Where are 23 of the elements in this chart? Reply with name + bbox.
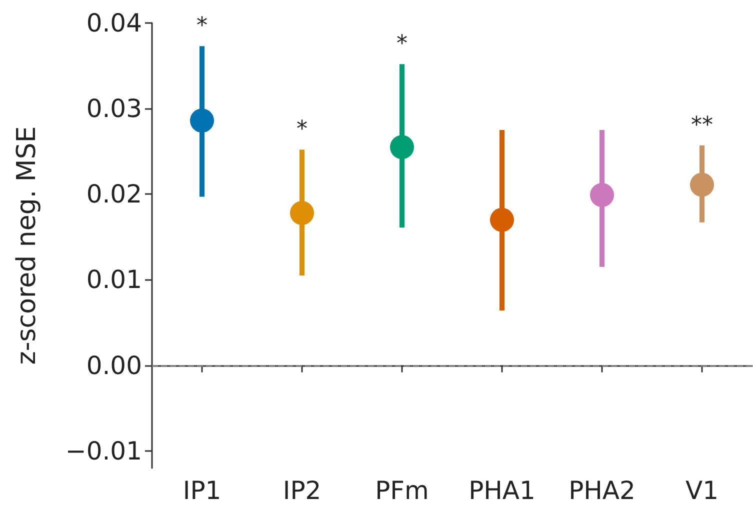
y-tick-label: 0.02	[86, 180, 142, 209]
point	[290, 200, 314, 225]
point	[690, 172, 714, 197]
y-axis-title: z-scored neg. MSE	[12, 126, 42, 365]
annotation: *	[396, 32, 408, 57]
point	[490, 208, 514, 232]
x-tick-label: IP1	[182, 476, 222, 505]
annotation: **	[691, 112, 713, 138]
x-tick-label: PHA1	[468, 476, 536, 505]
y-tick-label: 0.04	[86, 8, 142, 38]
x-tick-label: V1	[685, 476, 719, 505]
x-tick-label: PFm	[375, 476, 429, 505]
x-tick-label: PHA2	[568, 476, 636, 505]
point	[590, 183, 614, 208]
y-tick-label: −0.01	[65, 436, 142, 466]
y-tick-label: 0.00	[86, 350, 142, 380]
x-tick-label: IP2	[282, 476, 322, 505]
point	[190, 108, 214, 133]
y-tick-label: 0.01	[86, 265, 142, 294]
y-tick-label: 0.03	[86, 94, 142, 124]
annotation: *	[196, 14, 208, 39]
annotation: *	[296, 117, 308, 142]
point	[390, 135, 414, 160]
